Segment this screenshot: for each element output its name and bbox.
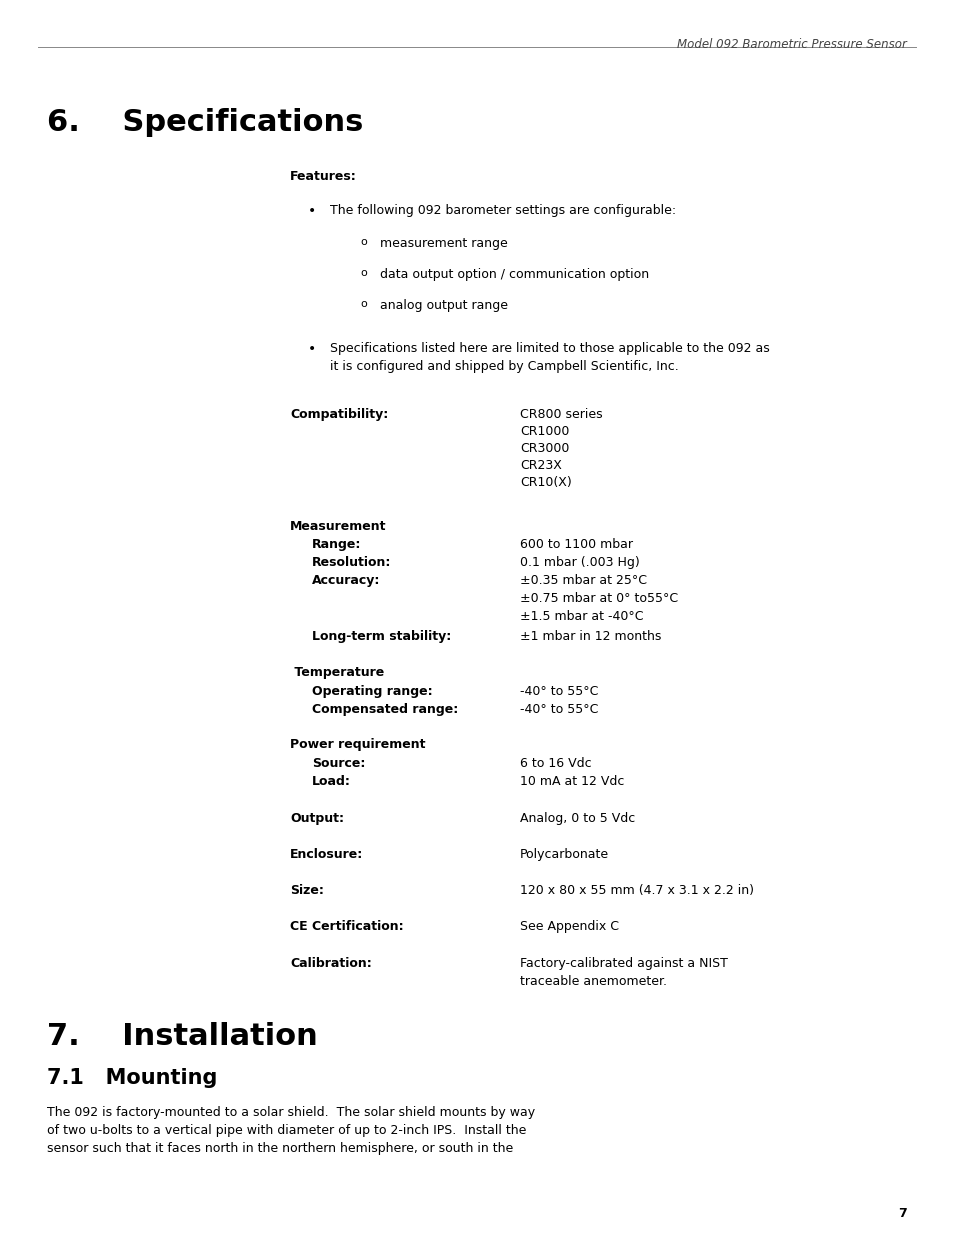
Text: CR10(X): CR10(X) [519, 475, 571, 489]
Text: CR3000: CR3000 [519, 442, 569, 454]
Text: Long-term stability:: Long-term stability: [312, 630, 451, 643]
Text: 6 to 16 Vdc: 6 to 16 Vdc [519, 757, 591, 769]
Text: 7.1   Mounting: 7.1 Mounting [47, 1068, 217, 1088]
Text: analog output range: analog output range [379, 299, 507, 312]
Text: ±0.75 mbar at 0° to55°C: ±0.75 mbar at 0° to55°C [519, 592, 678, 605]
Text: The 092 is factory-mounted to a solar shield.  The solar shield mounts by way: The 092 is factory-mounted to a solar sh… [47, 1107, 535, 1119]
Text: Source:: Source: [312, 757, 365, 769]
Text: ±0.35 mbar at 25°C: ±0.35 mbar at 25°C [519, 574, 646, 587]
Text: 10 mA at 12 Vdc: 10 mA at 12 Vdc [519, 776, 623, 788]
Text: ±1 mbar in 12 months: ±1 mbar in 12 months [519, 630, 660, 643]
Text: -40° to 55°C: -40° to 55°C [519, 703, 598, 716]
Text: Measurement: Measurement [290, 520, 386, 534]
Text: measurement range: measurement range [379, 237, 507, 249]
Text: traceable anemometer.: traceable anemometer. [519, 974, 666, 988]
Text: CR1000: CR1000 [519, 425, 569, 438]
Text: CR800 series: CR800 series [519, 408, 602, 421]
Text: See Appendix C: See Appendix C [519, 920, 618, 932]
Text: 6.    Specifications: 6. Specifications [47, 107, 363, 137]
Text: o: o [359, 237, 366, 247]
Text: Features:: Features: [290, 170, 356, 183]
Text: o: o [359, 268, 366, 278]
Text: Accuracy:: Accuracy: [312, 574, 380, 587]
Text: Compatibility:: Compatibility: [290, 408, 388, 421]
Text: Analog, 0 to 5 Vdc: Analog, 0 to 5 Vdc [519, 811, 635, 825]
Text: Polycarbonate: Polycarbonate [519, 848, 608, 861]
Text: Specifications listed here are limited to those applicable to the 092 as: Specifications listed here are limited t… [330, 342, 769, 354]
Text: ±1.5 mbar at -40°C: ±1.5 mbar at -40°C [519, 610, 643, 622]
Text: data output option / communication option: data output option / communication optio… [379, 268, 648, 282]
Text: 7: 7 [898, 1207, 906, 1220]
Text: Size:: Size: [290, 884, 323, 897]
Text: The following 092 barometer settings are configurable:: The following 092 barometer settings are… [330, 204, 676, 217]
Text: Output:: Output: [290, 811, 344, 825]
Text: •: • [308, 204, 315, 219]
Text: 600 to 1100 mbar: 600 to 1100 mbar [519, 538, 633, 551]
Text: Model 092 Barometric Pressure Sensor: Model 092 Barometric Pressure Sensor [677, 38, 906, 51]
Text: Load:: Load: [312, 776, 351, 788]
Text: o: o [359, 299, 366, 309]
Text: CE Certification:: CE Certification: [290, 920, 403, 932]
Text: 0.1 mbar (.003 Hg): 0.1 mbar (.003 Hg) [519, 556, 639, 569]
Text: Factory-calibrated against a NIST: Factory-calibrated against a NIST [519, 957, 727, 969]
Text: 120 x 80 x 55 mm (4.7 x 3.1 x 2.2 in): 120 x 80 x 55 mm (4.7 x 3.1 x 2.2 in) [519, 884, 753, 897]
Text: Calibration:: Calibration: [290, 957, 372, 969]
Text: Enclosure:: Enclosure: [290, 848, 363, 861]
Text: sensor such that it faces north in the northern hemisphere, or south in the: sensor such that it faces north in the n… [47, 1142, 513, 1155]
Text: CR23X: CR23X [519, 459, 561, 472]
Text: Power requirement: Power requirement [290, 739, 425, 751]
Text: Operating range:: Operating range: [312, 685, 432, 698]
Text: Compensated range:: Compensated range: [312, 703, 457, 716]
Text: of two u-bolts to a vertical pipe with diameter of up to 2-inch IPS.  Install th: of two u-bolts to a vertical pipe with d… [47, 1124, 526, 1137]
Text: Range:: Range: [312, 538, 361, 551]
Text: •: • [308, 342, 315, 356]
Text: -40° to 55°C: -40° to 55°C [519, 685, 598, 698]
Text: Resolution:: Resolution: [312, 556, 391, 569]
Text: it is configured and shipped by Campbell Scientific, Inc.: it is configured and shipped by Campbell… [330, 359, 678, 373]
Text: 7.    Installation: 7. Installation [47, 1023, 317, 1051]
Text: Temperature: Temperature [290, 666, 384, 679]
